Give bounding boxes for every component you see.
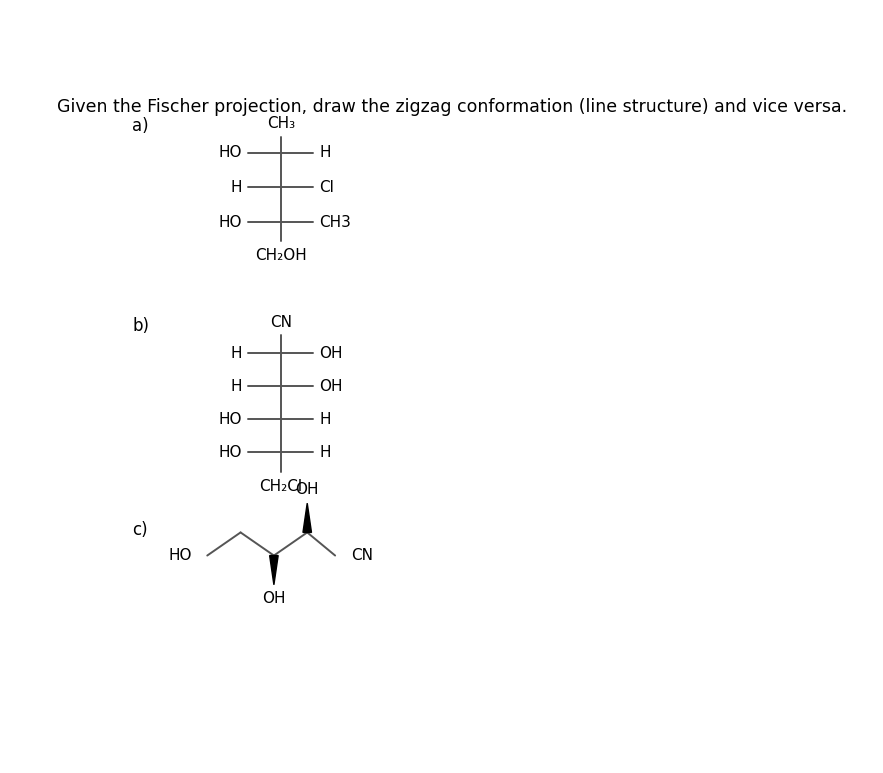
Text: c): c)	[132, 521, 147, 539]
Text: b): b)	[132, 317, 149, 335]
Text: HO: HO	[219, 145, 242, 160]
Text: OH: OH	[296, 482, 319, 497]
Text: OH: OH	[320, 346, 343, 360]
Text: Cl: Cl	[320, 180, 335, 195]
Text: HO: HO	[219, 412, 242, 427]
Text: OH: OH	[320, 379, 343, 393]
Text: CH₂Cl: CH₂Cl	[260, 478, 303, 494]
Text: a): a)	[132, 117, 148, 135]
Text: H: H	[230, 346, 242, 360]
Text: CH₃: CH₃	[267, 116, 295, 131]
Text: Given the Fischer projection, draw the zigzag conformation (line structure) and : Given the Fischer projection, draw the z…	[57, 97, 848, 116]
Text: CH₂OH: CH₂OH	[255, 247, 306, 263]
Text: H: H	[230, 379, 242, 393]
Polygon shape	[269, 556, 278, 585]
Text: H: H	[320, 444, 331, 460]
Text: CN: CN	[270, 315, 292, 331]
Text: CH3: CH3	[320, 215, 351, 230]
Text: H: H	[320, 145, 331, 160]
Text: CN: CN	[351, 548, 373, 563]
Text: H: H	[230, 180, 242, 195]
Text: HO: HO	[219, 444, 242, 460]
Text: OH: OH	[262, 591, 285, 606]
Text: HO: HO	[219, 215, 242, 230]
Polygon shape	[303, 503, 312, 533]
Text: HO: HO	[169, 548, 192, 563]
Text: H: H	[320, 412, 331, 427]
